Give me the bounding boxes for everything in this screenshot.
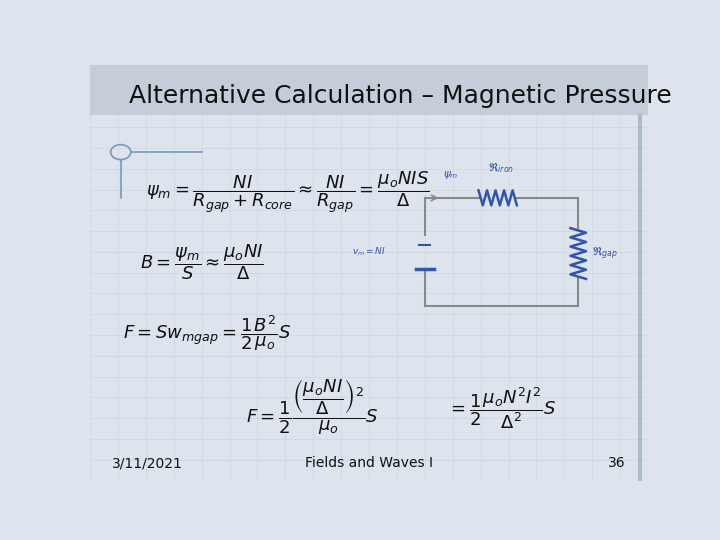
Text: $F = Sw_{mgap} = \dfrac{1}{2}\dfrac{B^2}{\mu_o}S$: $F = Sw_{mgap} = \dfrac{1}{2}\dfrac{B^2}… bbox=[124, 313, 292, 353]
Text: $\mathfrak{R}_{gap}$: $\mathfrak{R}_{gap}$ bbox=[593, 245, 618, 262]
Bar bbox=[90, 65, 648, 114]
Text: Fields and Waves I: Fields and Waves I bbox=[305, 456, 433, 470]
Text: $= \dfrac{1}{2}\dfrac{\mu_o N^2 I^2}{\Delta^2}S$: $= \dfrac{1}{2}\dfrac{\mu_o N^2 I^2}{\De… bbox=[447, 385, 556, 431]
Text: Alternative Calculation – Magnetic Pressure: Alternative Calculation – Magnetic Press… bbox=[129, 84, 672, 108]
Text: 36: 36 bbox=[608, 456, 626, 470]
Text: $\psi_m = \dfrac{NI}{R_{gap} + R_{core}} \approx \dfrac{NI}{R_{gap}} = \dfrac{\m: $\psi_m = \dfrac{NI}{R_{gap} + R_{core}}… bbox=[145, 168, 429, 214]
Text: $\psi_m$: $\psi_m$ bbox=[444, 169, 459, 181]
Text: $v_m = NI$: $v_m = NI$ bbox=[352, 246, 386, 258]
Text: $F = \dfrac{1}{2}\dfrac{\left(\dfrac{\mu_o NI}{\Delta}\right)^2}{\mu_o}S$: $F = \dfrac{1}{2}\dfrac{\left(\dfrac{\mu… bbox=[246, 378, 379, 437]
Text: 3/11/2021: 3/11/2021 bbox=[112, 456, 183, 470]
Text: $\mathfrak{R}_{iron}$: $\mathfrak{R}_{iron}$ bbox=[488, 161, 515, 175]
Text: $B = \dfrac{\psi_m}{S} \approx \dfrac{\mu_o NI}{\Delta}$: $B = \dfrac{\psi_m}{S} \approx \dfrac{\m… bbox=[140, 242, 264, 282]
